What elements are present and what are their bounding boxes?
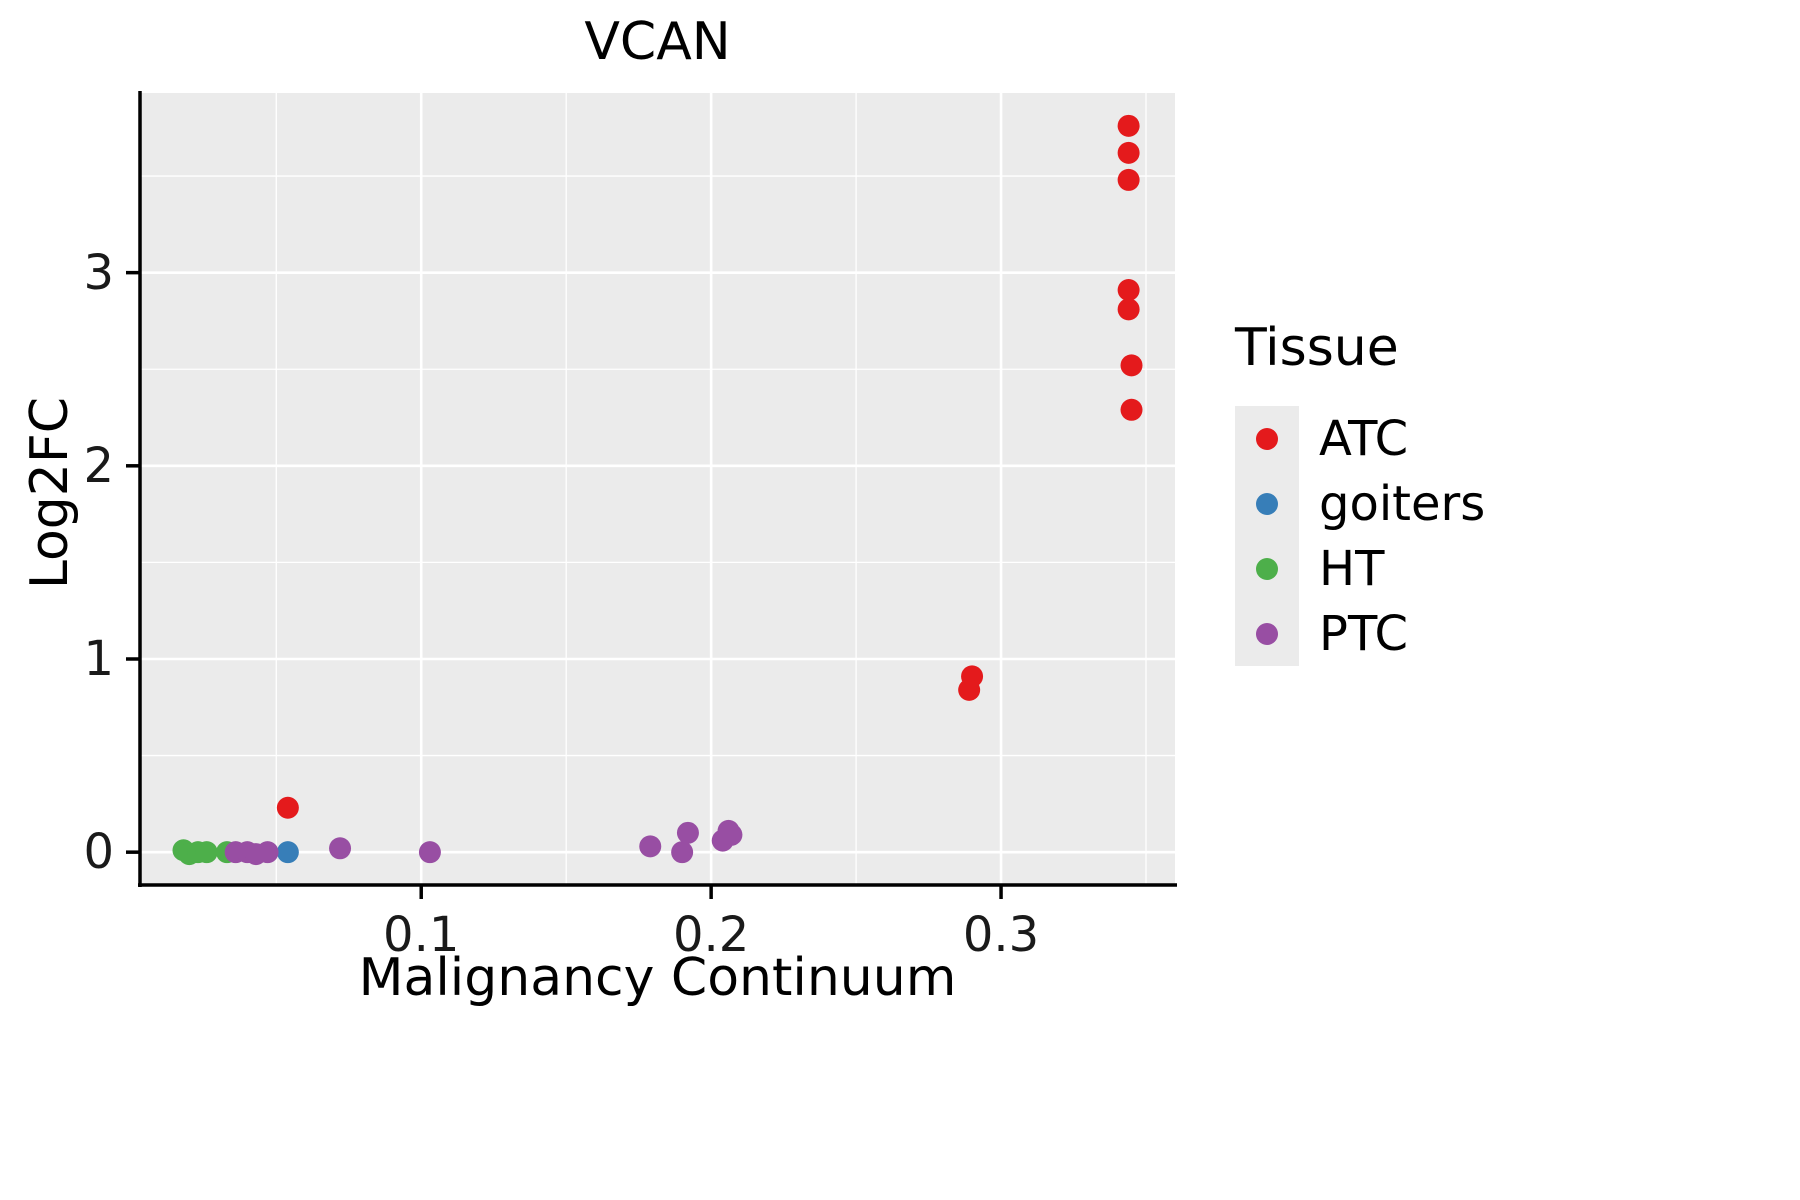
- data-point-ATC: [1117, 279, 1140, 302]
- legend-key-goiters: [1235, 471, 1299, 536]
- plot-title: VCAN: [584, 12, 731, 72]
- x-tick-label: 0.3: [962, 907, 1040, 963]
- y-tick-label: 1: [83, 630, 114, 687]
- legend-item-ATC: ATC: [1235, 406, 1485, 471]
- plot-panel: [140, 93, 1175, 885]
- legend-label: HT: [1319, 540, 1385, 597]
- legend-item-goiters: goiters: [1235, 471, 1485, 536]
- legend-key-HT: [1235, 536, 1299, 601]
- data-point-ATC: [1117, 298, 1140, 321]
- data-point-ATC: [276, 796, 299, 819]
- data-point-goiters: [276, 841, 299, 864]
- data-point-ATC: [1117, 168, 1140, 191]
- legend-dot-icon: [1256, 622, 1278, 645]
- x-tick-label: 0.1: [383, 907, 460, 963]
- legend-title: Tissue: [1235, 318, 1399, 378]
- data-point-PTC: [676, 821, 699, 844]
- y-tick-label: 3: [83, 244, 114, 301]
- data-point-ATC: [1120, 354, 1143, 377]
- legend-label: ATC: [1319, 410, 1409, 467]
- legend-items: ATC goiters HT PTC: [1235, 406, 1485, 666]
- data-point-ATC: [1117, 141, 1140, 164]
- data-point-ATC: [958, 678, 981, 701]
- data-point-HT: [195, 841, 218, 864]
- data-point-PTC: [256, 841, 279, 864]
- data-point-PTC: [329, 837, 352, 860]
- data-point-ATC: [1120, 398, 1143, 421]
- data-point-PTC: [639, 835, 662, 858]
- legend-label: PTC: [1319, 605, 1408, 662]
- x-axis-title: Malignancy Continuum: [358, 948, 957, 1008]
- data-point-PTC: [671, 841, 694, 864]
- legend-key-ATC: [1235, 406, 1299, 471]
- legend-dot-icon: [1256, 427, 1278, 450]
- data-point-ATC: [1117, 114, 1140, 137]
- y-tick-label: 0: [83, 824, 114, 881]
- y-axis-title: Log2FC: [20, 396, 80, 590]
- data-point-PTC: [418, 841, 441, 864]
- legend-key-PTC: [1235, 601, 1299, 666]
- legend: Tissue ATC goiters HT PTC: [1235, 318, 1485, 666]
- legend-dot-icon: [1256, 492, 1278, 515]
- y-tick-label: 2: [83, 437, 114, 494]
- legend-dot-icon: [1256, 557, 1278, 580]
- data-point-PTC: [720, 823, 743, 846]
- legend-item-HT: HT: [1235, 536, 1485, 601]
- legend-item-PTC: PTC: [1235, 601, 1485, 666]
- legend-label: goiters: [1319, 475, 1486, 532]
- x-tick-label: 0.2: [672, 907, 750, 963]
